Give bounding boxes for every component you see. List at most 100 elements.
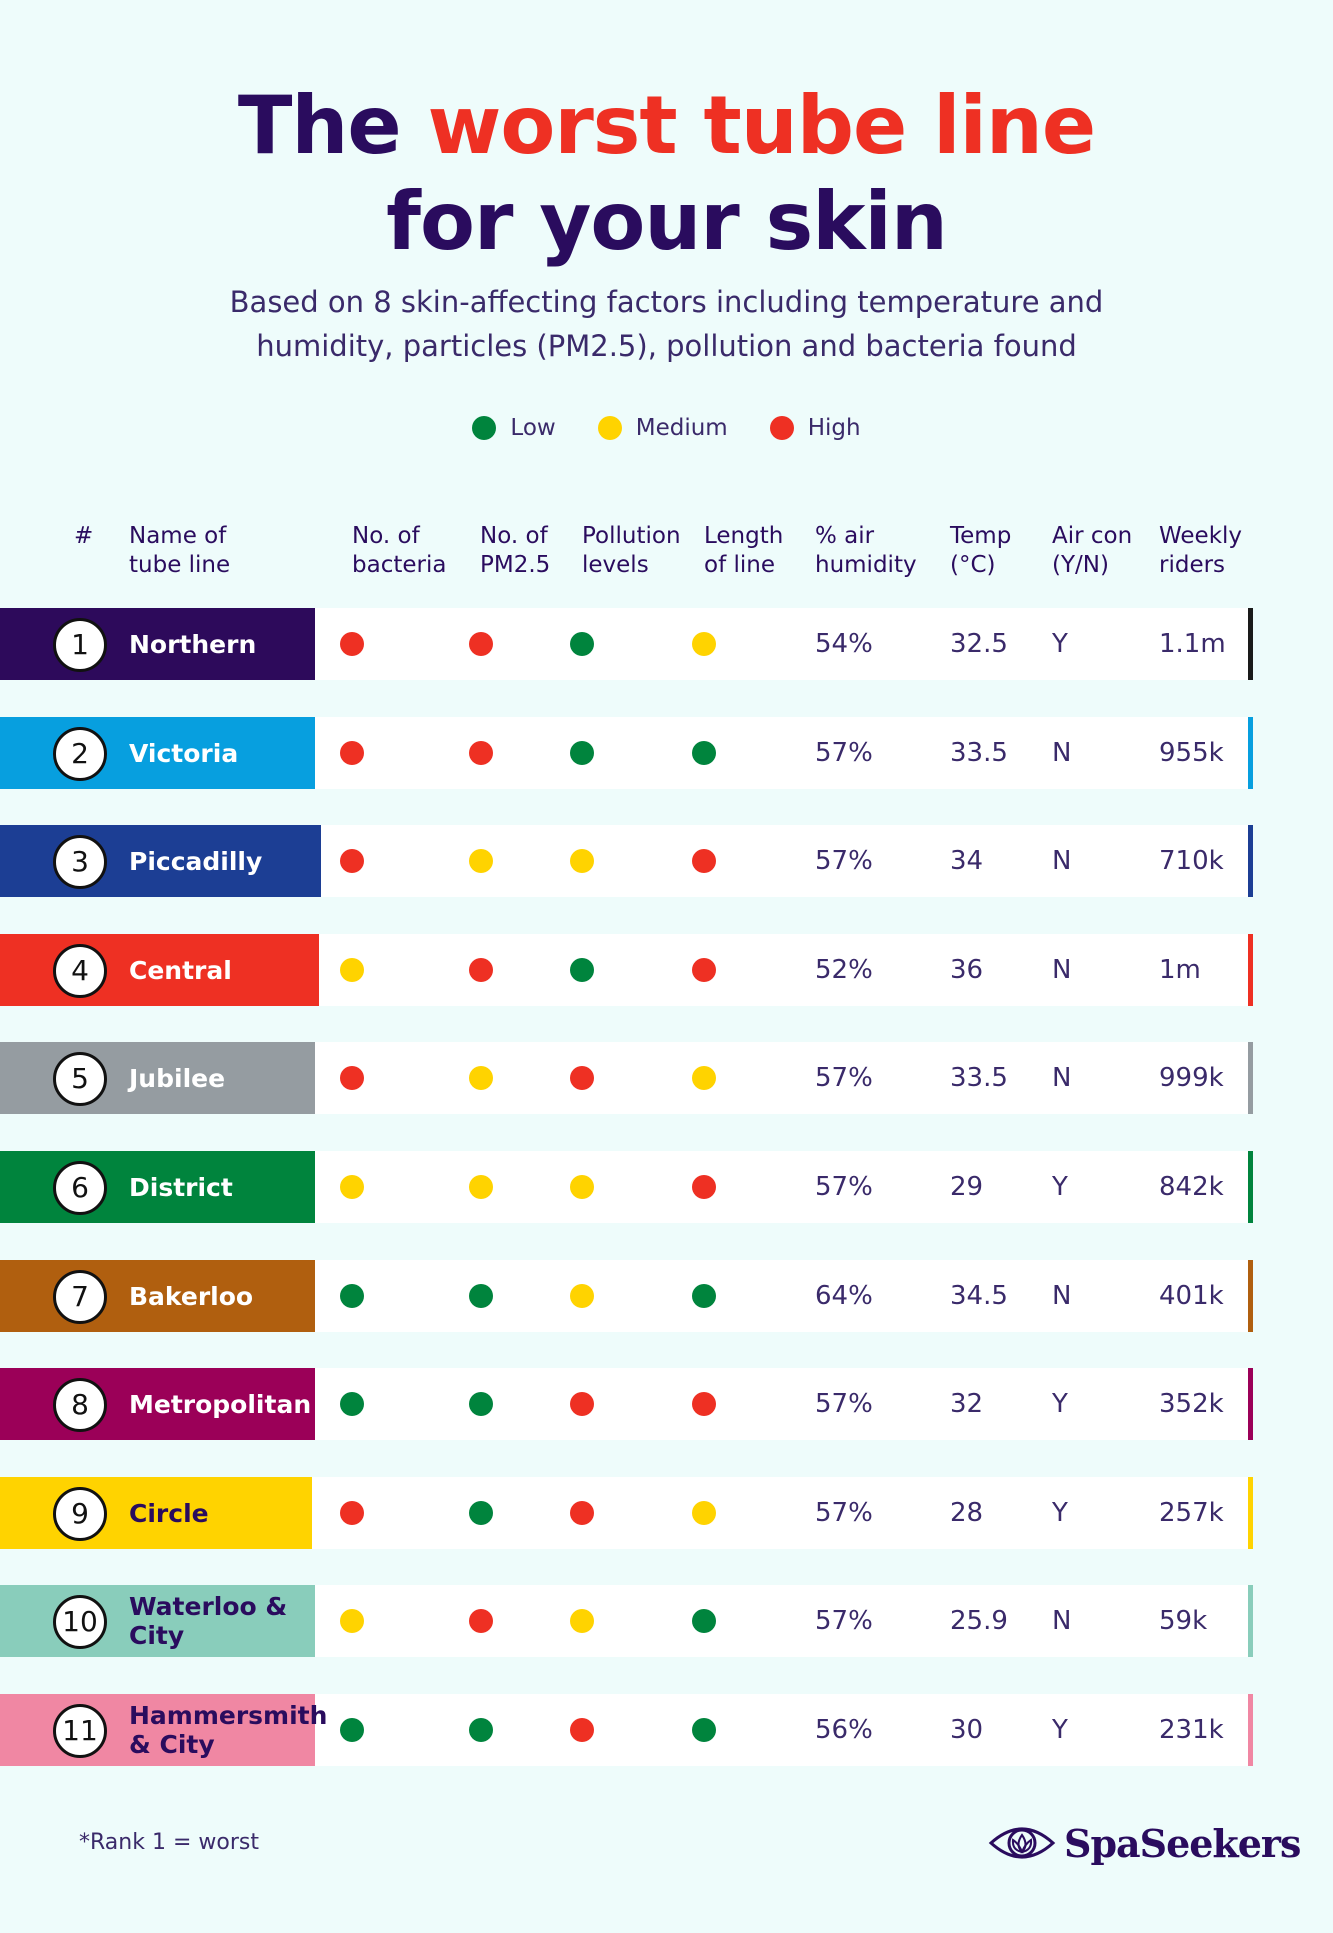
line-color-band: 11 Hammersmith & City <box>0 1694 327 1766</box>
humidity-value: 57% <box>815 1498 873 1528</box>
row-end-marker <box>1248 825 1253 897</box>
length-level-dot <box>692 849 716 873</box>
legend-label: Low <box>510 415 556 441</box>
pollution-level-dot <box>570 1718 594 1742</box>
tube-line-label: Central <box>129 955 232 985</box>
aircon-value: N <box>1052 738 1072 768</box>
tube-line-name: Central <box>129 934 319 1006</box>
tube-line-name: Waterloo & City <box>129 1585 319 1657</box>
temp-value: 36 <box>950 955 984 985</box>
row-end-marker <box>1248 1585 1253 1657</box>
temp-value: 30 <box>950 1715 984 1745</box>
header-rank: # <box>74 523 94 549</box>
lotus-eye-icon <box>988 1827 1056 1859</box>
tube-line-name: Jubilee <box>129 1042 319 1114</box>
legend-dot-medium <box>597 416 622 440</box>
title-prefix: The <box>237 79 428 172</box>
aircon-value: N <box>1052 846 1072 876</box>
tube-line-label: Jubilee <box>129 1063 226 1093</box>
length-level-dot <box>692 1066 716 1090</box>
temp-value: 32.5 <box>950 629 1008 659</box>
table-row: 8 Metropolitan 57% 32 Y 352k <box>0 1368 1253 1440</box>
subtitle-line-1: Based on 8 skin-affecting factors includ… <box>229 285 1104 319</box>
row-end-marker <box>1248 608 1253 680</box>
length-level-dot <box>692 1175 716 1199</box>
rank-badge: 4 <box>53 944 107 998</box>
brand-name: SpaSeekers <box>1064 1820 1301 1866</box>
humidity-value: 64% <box>815 1281 873 1311</box>
aircon-value: N <box>1052 1063 1072 1093</box>
legend-item-low: Low <box>472 415 556 441</box>
pollution-level-dot <box>570 1392 594 1416</box>
row-end-marker <box>1248 717 1253 789</box>
tube-line-label: Victoria <box>129 738 239 768</box>
tube-line-name: Bakerloo <box>129 1260 319 1332</box>
row-end-marker <box>1248 1151 1253 1223</box>
riders-value: 231k <box>1159 1715 1224 1745</box>
subtitle: Based on 8 skin-affecting factors includ… <box>0 280 1333 368</box>
pollution-level-dot <box>570 849 594 873</box>
riders-value: 352k <box>1159 1389 1224 1419</box>
tube-line-label: Hammersmith & City <box>129 1701 328 1759</box>
humidity-value: 56% <box>815 1715 873 1745</box>
table-row: 4 Central 52% 36 N 1m <box>0 934 1253 1006</box>
aircon-value: N <box>1052 1281 1072 1311</box>
length-level-dot <box>692 1718 716 1742</box>
header-pm25: No. of PM2.5 <box>480 523 551 578</box>
pollution-level-dot <box>570 1175 594 1199</box>
legend-label: Medium <box>635 415 728 441</box>
line-color-band: 5 Jubilee <box>0 1042 315 1114</box>
tube-line-label: Northern <box>129 629 257 659</box>
humidity-value: 57% <box>815 738 873 768</box>
temp-value: 34 <box>950 846 984 876</box>
line-color-band: 9 Circle <box>0 1477 312 1549</box>
header-pollution: Pollution levels <box>582 523 681 578</box>
pollution-level-dot <box>570 958 594 982</box>
pm25-level-dot <box>469 632 493 656</box>
line-color-band: 10 Waterloo & City <box>0 1585 315 1657</box>
pm25-level-dot <box>469 958 493 982</box>
table-row: 7 Bakerloo 64% 34.5 N 401k <box>0 1260 1253 1332</box>
table-header: # Name of tube line No. of bacteria No. … <box>0 522 1333 584</box>
riders-value: 955k <box>1159 738 1224 768</box>
humidity-value: 57% <box>815 1172 873 1202</box>
length-level-dot <box>692 1609 716 1633</box>
humidity-value: 57% <box>815 1389 873 1419</box>
line-color-band: 7 Bakerloo <box>0 1260 315 1332</box>
tube-line-name: Circle <box>129 1477 319 1549</box>
aircon-value: N <box>1052 955 1072 985</box>
tube-line-label: District <box>129 1172 233 1202</box>
length-level-dot <box>692 632 716 656</box>
riders-value: 1.1m <box>1159 629 1226 659</box>
table-row: 9 Circle 57% 28 Y 257k <box>0 1477 1253 1549</box>
bacteria-level-dot <box>340 1392 364 1416</box>
pm25-level-dot <box>469 741 493 765</box>
aircon-value: Y <box>1052 1498 1068 1528</box>
aircon-value: Y <box>1052 1715 1068 1745</box>
riders-value: 999k <box>1159 1063 1224 1093</box>
tube-line-name: Piccadilly <box>129 825 319 897</box>
title-line-1: The worst tube line <box>0 78 1333 174</box>
rank-badge: 10 <box>53 1595 107 1649</box>
temp-value: 34.5 <box>950 1281 1008 1311</box>
pollution-level-dot <box>570 1066 594 1090</box>
tube-line-label: Metropolitan <box>129 1389 312 1419</box>
pollution-level-dot <box>570 741 594 765</box>
footnote: *Rank 1 = worst <box>79 1830 259 1855</box>
pm25-level-dot <box>469 1609 493 1633</box>
bacteria-level-dot <box>340 958 364 982</box>
header-name: Name of tube line <box>129 523 231 578</box>
bacteria-level-dot <box>340 1718 364 1742</box>
temp-value: 25.9 <box>950 1606 1008 1636</box>
riders-value: 401k <box>1159 1281 1224 1311</box>
tube-line-label: Piccadilly <box>129 846 263 876</box>
rank-badge: 9 <box>53 1487 107 1541</box>
riders-value: 59k <box>1159 1606 1208 1636</box>
line-color-band: 2 Victoria <box>0 717 315 789</box>
length-level-dot <box>692 1392 716 1416</box>
length-level-dot <box>692 741 716 765</box>
table-row: 3 Piccadilly 57% 34 N 710k <box>0 825 1253 897</box>
pm25-level-dot <box>469 1284 493 1308</box>
line-color-band: 1 Northern <box>0 608 315 680</box>
aircon-value: Y <box>1052 629 1068 659</box>
